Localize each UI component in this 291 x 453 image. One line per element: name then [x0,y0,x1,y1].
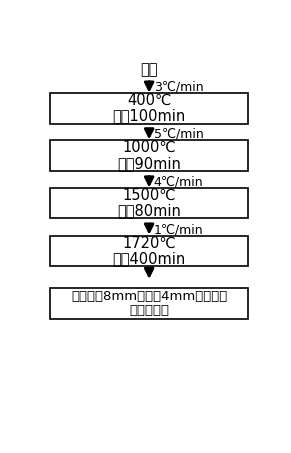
Bar [50,93,249,124]
Text: 恒温100min: 恒温100min [113,109,186,124]
Text: 3℃/min: 3℃/min [154,81,203,94]
Text: 恒温80min: 恒温80min [117,203,181,218]
Text: 1000℃: 1000℃ [122,140,176,155]
Text: 1720℃: 1720℃ [122,236,176,251]
Text: 得到直径8mm，厚度4mm的氧化镁: 得到直径8mm，厚度4mm的氧化镁 [71,290,227,303]
Text: 坯料: 坯料 [140,63,158,77]
Text: 1℃/min: 1℃/min [154,223,203,236]
Bar [50,236,249,266]
Text: 烧结体靶材: 烧结体靶材 [129,304,169,317]
Text: 400℃: 400℃ [127,93,171,108]
Text: 恒温400min: 恒温400min [113,251,186,266]
Bar [50,288,249,319]
Text: 恒温90min: 恒温90min [117,156,181,171]
Bar [50,188,249,218]
Text: 1500℃: 1500℃ [122,188,176,203]
Bar [50,140,249,171]
Text: 4℃/min: 4℃/min [154,175,203,188]
Text: 5℃/min: 5℃/min [154,128,203,141]
